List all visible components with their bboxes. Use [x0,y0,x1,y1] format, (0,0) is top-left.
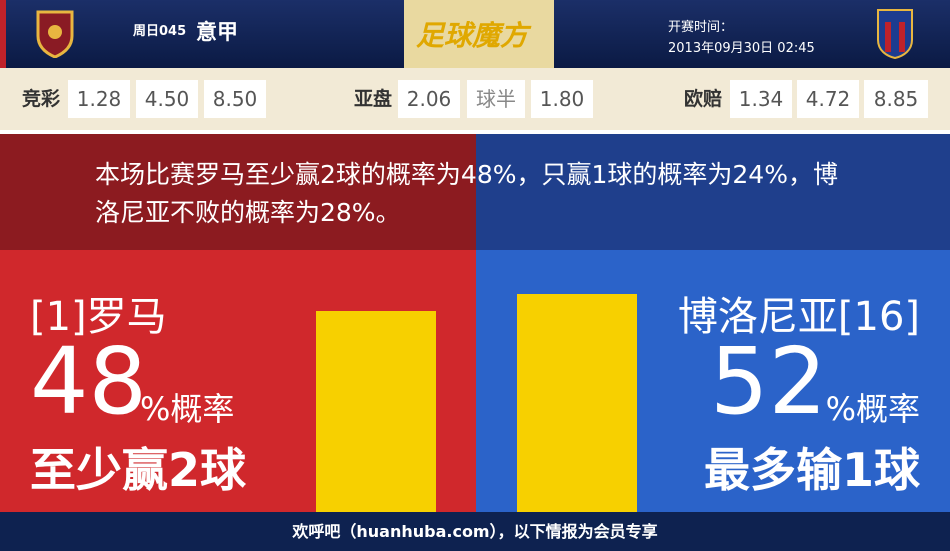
header: 周日045 意甲 足球魔方 开赛时间： 2013年09月30日 02:45 [0,0,950,68]
away-logo [877,9,913,60]
stripe [0,0,6,68]
match-no: 周日045 [133,24,187,39]
odds-value: 1.80 [531,80,593,118]
away-name: 博洛尼亚[16] [677,294,920,340]
summary-left-bg [0,134,476,250]
odds-value: 4.50 [136,80,198,118]
odds-label: 欧赔 [684,88,723,110]
home-bar [316,310,436,512]
odds-bar: 竞彩 1.28 4.50 8.50 亚盘 2.06 球半 1.80 欧赔 1.3… [0,68,950,134]
away-unit: %概率 [825,390,920,428]
odds-label: 亚盘 [354,88,393,110]
brand-bg [404,0,554,68]
handicap: 球半 [467,80,525,118]
away-percent: 52 [710,328,828,435]
away-outcome: 最多输1球 [703,443,920,497]
odds-value: 8.85 [864,80,928,118]
odds-value: 8.50 [204,80,266,118]
away-bar [517,294,637,512]
odds-value: 1.34 [730,80,792,118]
odds-value: 2.06 [398,80,460,118]
home-name: [1]罗马 [30,294,167,340]
brand: 足球魔方 [416,19,529,52]
footer: 欢呼吧（huanhuba.com），以下情报为会员专享 [0,512,950,551]
summary: 本场比赛罗马至少赢2球的概率为48%，只赢1球的概率为24%，博洛尼亚不败的概率… [95,160,838,227]
home-outcome: 至少赢2球 [30,443,247,497]
home-unit: %概率 [140,390,235,428]
league: 意甲 [196,20,238,44]
kickoff-time: 2013年09月30日 02:45 [668,41,815,56]
odds-value: 1.28 [68,80,130,118]
home-percent: 48 [30,328,148,435]
kickoff-label: 开赛时间： [668,20,734,35]
home-logo [36,10,74,58]
summary-right-bg [476,134,950,250]
odds-label: 竞彩 [22,88,61,110]
odds-value: 4.72 [797,80,859,118]
